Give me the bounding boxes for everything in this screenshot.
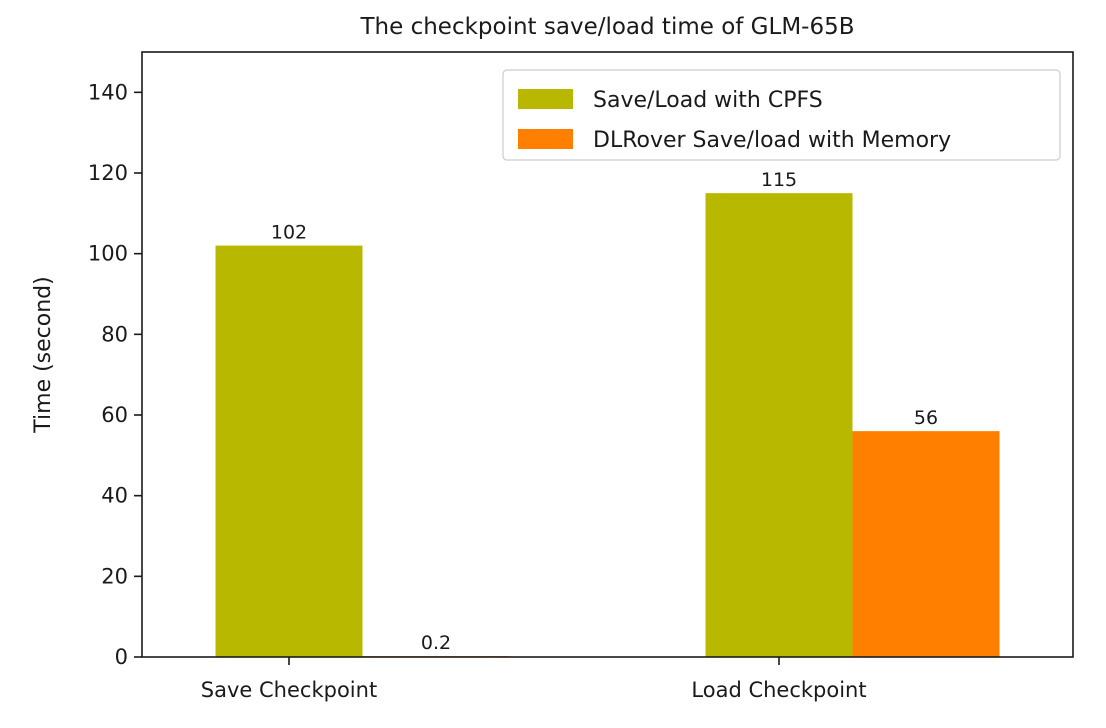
x-tick-label-1: Load Checkpoint [691,678,866,702]
chart-title: The checkpoint save/load time of GLM-65B [359,14,854,40]
y-axis-ticks: 0 20 40 60 80 100 120 140 [88,80,142,669]
plot-frame [141,51,1074,658]
legend-label-0: Save/Load with CPFS [593,88,823,113]
bar-series0-1 [705,193,853,657]
y-tick-label-2: 40 [101,484,128,508]
x-tick-label-0: Save Checkpoint [201,678,377,702]
y-tick-label-7: 140 [88,80,128,104]
x-axis-ticks: Save Checkpoint Load Checkpoint [201,657,867,702]
legend-frame [502,69,1061,161]
y-tick-label-5: 100 [88,242,128,266]
data-label-series1-0: 0.2 [421,632,451,654]
y-tick-label-6: 120 [88,161,128,185]
y-tick-label-0: 0 [115,645,128,669]
bar-series1-1 [852,431,1000,657]
bars-group [215,193,1000,657]
data-label-series1-1: 56 [914,407,938,429]
y-axis-label: Time (second) [31,276,56,433]
data-labels-group: 102 115 0.2 56 [271,169,938,654]
legend: Save/Load with CPFS DLRover Save/load wit… [502,69,1061,161]
legend-swatch-1 [518,129,573,149]
bar-series0-0 [215,245,363,657]
legend-swatch-0 [518,89,573,109]
legend-label-1: DLRover Save/load with Memory [593,128,951,153]
y-tick-label-1: 20 [101,564,128,588]
y-tick-label-3: 60 [101,403,128,427]
data-label-series0-0: 102 [271,222,307,244]
data-label-series0-1: 115 [761,169,797,191]
y-tick-label-4: 80 [101,322,128,346]
